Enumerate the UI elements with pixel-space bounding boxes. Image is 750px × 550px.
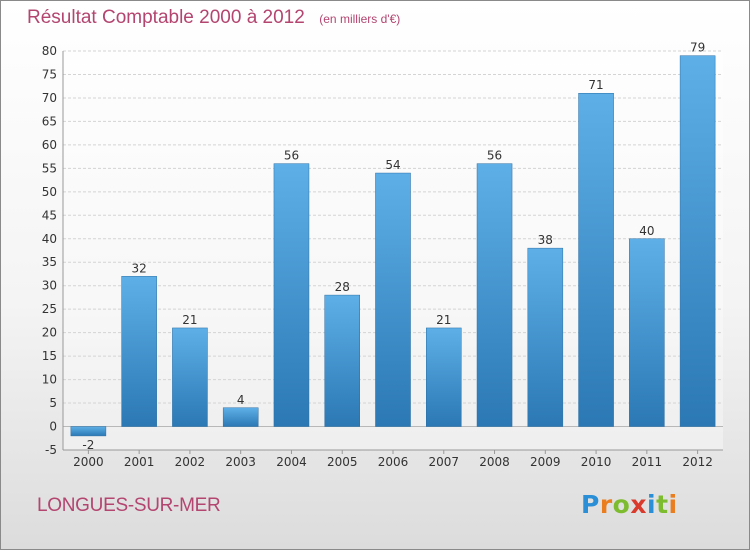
- logo-letter: r: [599, 490, 613, 519]
- logo-letter: i: [668, 490, 678, 519]
- y-tick-label: 80: [42, 44, 57, 58]
- y-tick-label: 35: [42, 255, 57, 269]
- y-tick-label: 55: [42, 161, 57, 175]
- y-tick-label: 5: [49, 396, 57, 410]
- title-row: Résultat Comptable 2000 à 2012 (en milli…: [27, 7, 400, 29]
- data-label-2007: 21: [436, 313, 451, 327]
- x-tick-label: 2001: [124, 455, 155, 469]
- y-tick-label: 0: [49, 420, 57, 434]
- x-tick-label: 2005: [327, 455, 358, 469]
- bar-2010: [578, 92, 614, 427]
- x-tick-label: 2002: [175, 455, 206, 469]
- data-label-2005: 28: [335, 280, 350, 294]
- data-label-2011: 40: [639, 224, 654, 238]
- x-tick-label: 2008: [479, 455, 510, 469]
- data-label-2001: 32: [132, 261, 147, 275]
- proxiti-logo: Proxiti: [581, 490, 678, 519]
- y-tick-label: 25: [42, 302, 57, 316]
- bar-2008: [476, 163, 513, 427]
- x-tick-label: 2006: [378, 455, 409, 469]
- y-tick-label: -5: [45, 443, 57, 457]
- data-label-2000: -2: [82, 438, 94, 452]
- bar-2001: [121, 276, 157, 427]
- bar-2012: [679, 55, 716, 427]
- y-tick-label: 60: [42, 138, 57, 152]
- commune-name: LONGUES-SUR-MER: [37, 495, 221, 516]
- y-tick-label: 45: [42, 208, 57, 222]
- y-tick-label: 50: [42, 185, 57, 199]
- data-label-2003: 4: [237, 393, 245, 407]
- bar-2006: [375, 172, 411, 427]
- y-tick-label: 30: [42, 279, 57, 293]
- bar-2003: [222, 407, 259, 427]
- x-tick-label: 2000: [73, 455, 104, 469]
- x-tick-label: 2009: [530, 455, 561, 469]
- logo-letter: t: [656, 490, 669, 519]
- data-label-2004: 56: [284, 149, 299, 163]
- data-label-2008: 56: [487, 149, 502, 163]
- x-tick-label: 2007: [428, 455, 459, 469]
- x-tick-label: 2004: [276, 455, 307, 469]
- data-label-2012: 79: [690, 41, 705, 55]
- y-tick-label: 75: [42, 67, 57, 81]
- y-tick-label: 70: [42, 91, 57, 105]
- y-tick-label: 20: [42, 326, 57, 340]
- data-label-2009: 38: [538, 233, 553, 247]
- data-label-2002: 21: [182, 313, 197, 327]
- bar-2011: [629, 238, 665, 427]
- bar-2005: [324, 294, 360, 427]
- logo-letter: x: [630, 490, 647, 519]
- data-label-2010: 71: [588, 78, 603, 92]
- data-label-2006: 54: [385, 158, 400, 172]
- x-tick-label: 2003: [225, 455, 256, 469]
- x-tick-label: 2011: [632, 455, 663, 469]
- x-tick-label: 2012: [682, 455, 713, 469]
- y-tick-label: 10: [42, 373, 57, 387]
- chart-subtitle: (en milliers d'€): [319, 12, 401, 26]
- logo-letter: o: [612, 490, 631, 519]
- y-tick-label: 15: [42, 349, 57, 363]
- bar-2000: [70, 426, 107, 437]
- bar-2002: [172, 327, 208, 427]
- x-tick-label: 2010: [581, 455, 612, 469]
- chart-title: Résultat Comptable 2000 à 2012: [27, 7, 305, 28]
- bar-2004: [273, 163, 310, 427]
- bar-2007: [426, 327, 462, 427]
- bar-2009: [527, 247, 564, 427]
- logo-letter: i: [647, 490, 657, 519]
- y-tick-label: 40: [42, 232, 57, 246]
- y-tick-label: 65: [42, 114, 57, 128]
- logo-letter: P: [581, 490, 600, 519]
